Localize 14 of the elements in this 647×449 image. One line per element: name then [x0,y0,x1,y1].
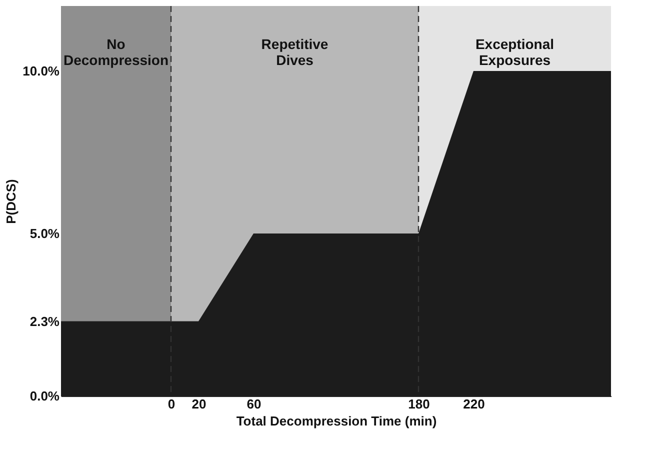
x-tick-label: 60 [246,396,262,412]
y-tick-label: 10.0% [22,64,60,78]
y-tick-label: 2.3% [30,314,60,329]
x-tick-label: 180 [408,396,430,412]
band-label: Exceptional Exposures [475,36,554,68]
x-tick-label: 0 [168,396,176,412]
y-tick-label: 0.0% [30,388,60,404]
y-axis-title: P(DCS) [4,179,19,224]
x-tick-label: 20 [192,396,206,412]
y-tick-label: 5.0% [30,226,60,241]
band-label: Repetitive Dives [261,36,328,68]
x-tick-label: 220 [463,396,485,412]
band-label: No Decompression [63,36,169,68]
x-axis-title: Total Decompression Time (min) [236,414,437,428]
